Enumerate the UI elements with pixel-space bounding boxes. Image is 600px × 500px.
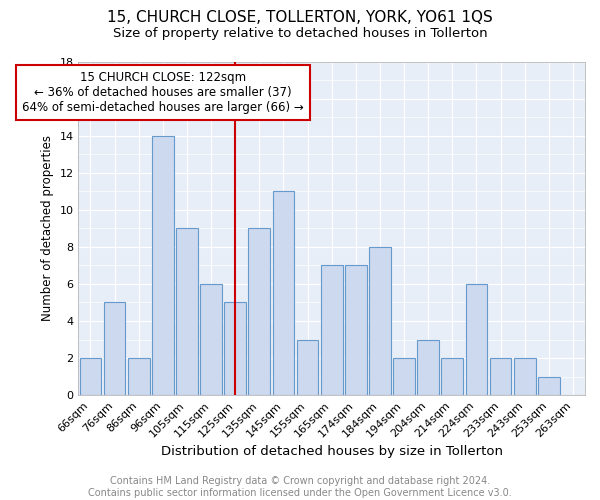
- Bar: [104, 302, 125, 395]
- Bar: [128, 358, 149, 395]
- Text: Contains HM Land Registry data © Crown copyright and database right 2024.
Contai: Contains HM Land Registry data © Crown c…: [88, 476, 512, 498]
- Bar: [393, 358, 415, 395]
- Bar: [514, 358, 536, 395]
- X-axis label: Distribution of detached houses by size in Tollerton: Distribution of detached houses by size …: [161, 444, 503, 458]
- Bar: [490, 358, 511, 395]
- Bar: [369, 247, 391, 395]
- Bar: [200, 284, 222, 395]
- Y-axis label: Number of detached properties: Number of detached properties: [41, 136, 54, 322]
- Text: 15, CHURCH CLOSE, TOLLERTON, YORK, YO61 1QS: 15, CHURCH CLOSE, TOLLERTON, YORK, YO61 …: [107, 10, 493, 25]
- Bar: [345, 266, 367, 395]
- Text: Size of property relative to detached houses in Tollerton: Size of property relative to detached ho…: [113, 28, 487, 40]
- Bar: [248, 228, 270, 395]
- Bar: [297, 340, 319, 395]
- Bar: [418, 340, 439, 395]
- Bar: [272, 191, 294, 395]
- Bar: [321, 266, 343, 395]
- Bar: [176, 228, 198, 395]
- Bar: [224, 302, 246, 395]
- Bar: [152, 136, 173, 395]
- Bar: [80, 358, 101, 395]
- Bar: [466, 284, 487, 395]
- Bar: [442, 358, 463, 395]
- Bar: [538, 376, 560, 395]
- Text: 15 CHURCH CLOSE: 122sqm
← 36% of detached houses are smaller (37)
64% of semi-de: 15 CHURCH CLOSE: 122sqm ← 36% of detache…: [22, 71, 304, 114]
